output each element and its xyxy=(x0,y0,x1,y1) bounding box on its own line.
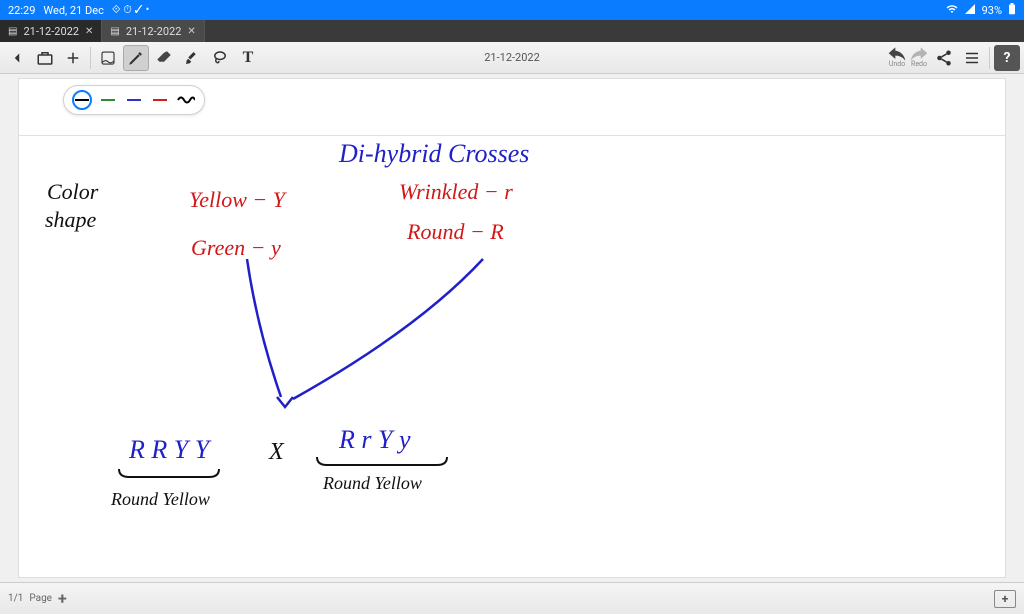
handwriting-green: Green − y xyxy=(191,235,281,261)
document-title: 21-12-2022 xyxy=(484,51,540,64)
pen-color-green[interactable] xyxy=(98,90,118,110)
handwriting-shape_lbl: shape xyxy=(45,207,96,233)
status-date: Wed, 21 Dec xyxy=(43,4,103,17)
battery-text: 93% xyxy=(982,4,1002,17)
wifi-icon xyxy=(946,3,958,18)
undo-button[interactable]: Undo xyxy=(887,47,907,68)
menu-button[interactable] xyxy=(959,45,985,71)
pen-color-blue[interactable] xyxy=(124,90,144,110)
handwriting-yellow: Yellow − Y xyxy=(189,187,285,213)
highlighter-tool[interactable] xyxy=(179,45,205,71)
eraser-tool[interactable] xyxy=(151,45,177,71)
tab-active[interactable]: ▤ 21-12-2022 ✕ xyxy=(102,20,204,42)
page-add-icon[interactable]: + xyxy=(994,590,1016,608)
handwriting-cross_x: X xyxy=(269,439,284,466)
footer-bar: 1/1 Page + + xyxy=(0,582,1024,614)
handwriting-rryy2: R r Y y xyxy=(339,425,411,455)
handwriting-rryy1: R R Y Y xyxy=(129,435,209,465)
add-page-button[interactable]: + xyxy=(58,589,67,608)
pen-style-wave[interactable] xyxy=(176,90,196,110)
canvas-area[interactable]: Di-hybrid Crosses Colorshape Yellow − Y Gre… xyxy=(0,74,1024,582)
close-icon[interactable]: ✕ xyxy=(187,26,195,37)
pen-color-red[interactable] xyxy=(150,90,170,110)
tab-label: 21-12-2022 xyxy=(23,25,79,38)
redo-button[interactable]: Redo xyxy=(909,47,929,68)
page-label: Page xyxy=(29,593,52,604)
view-tool[interactable] xyxy=(95,45,121,71)
handwriting-ry_lbl2: Round Yellow xyxy=(323,473,422,494)
main-toolbar: T 21-12-2022 Undo Redo ? xyxy=(0,42,1024,74)
document-tabs-bar: ▤ 21-12-2022 ✕ ▤ 21-12-2022 ✕ xyxy=(0,20,1024,42)
handwriting-color_lbl: Color xyxy=(47,179,98,205)
tab-inactive[interactable]: ▤ 21-12-2022 ✕ xyxy=(0,20,102,42)
document-icon: ▤ xyxy=(8,26,17,37)
share-button[interactable] xyxy=(931,45,957,71)
add-button[interactable] xyxy=(60,45,86,71)
redo-label: Redo xyxy=(911,61,927,68)
pen-options-toolbar xyxy=(63,85,205,115)
android-status-bar: 22:29 Wed, 21 Dec ⟐ ⏱ ✓ • 93% xyxy=(0,0,1024,20)
status-time: 22:29 xyxy=(8,4,35,17)
text-tool[interactable]: T xyxy=(235,45,261,71)
pen-tool[interactable] xyxy=(123,45,149,71)
document-icon: ▤ xyxy=(110,26,119,37)
status-notif-icons: ⟐ ⏱ ✓ • xyxy=(112,3,149,17)
note-page[interactable]: Di-hybrid Crosses Colorshape Yellow − Y Gre… xyxy=(18,78,1006,578)
undo-label: Undo xyxy=(889,61,905,68)
help-button[interactable]: ? xyxy=(994,45,1020,71)
close-icon[interactable]: ✕ xyxy=(85,26,93,37)
page-divider xyxy=(19,135,1005,136)
handwriting-wrinkled: Wrinkled − r xyxy=(399,179,513,205)
lasso-tool[interactable] xyxy=(207,45,233,71)
handwriting-round: Round − R xyxy=(407,219,504,245)
back-button[interactable] xyxy=(4,45,30,71)
battery-icon xyxy=(1008,3,1016,18)
handwriting-title: Di-hybrid Crosses xyxy=(339,139,529,169)
handwriting-ry_lbl1: Round Yellow xyxy=(111,489,210,510)
toolbox-icon[interactable] xyxy=(32,45,58,71)
tab-label: 21-12-2022 xyxy=(126,25,182,38)
pen-color-black[interactable] xyxy=(72,90,92,110)
page-indicator: 1/1 xyxy=(8,593,23,604)
signal-icon xyxy=(964,3,976,18)
